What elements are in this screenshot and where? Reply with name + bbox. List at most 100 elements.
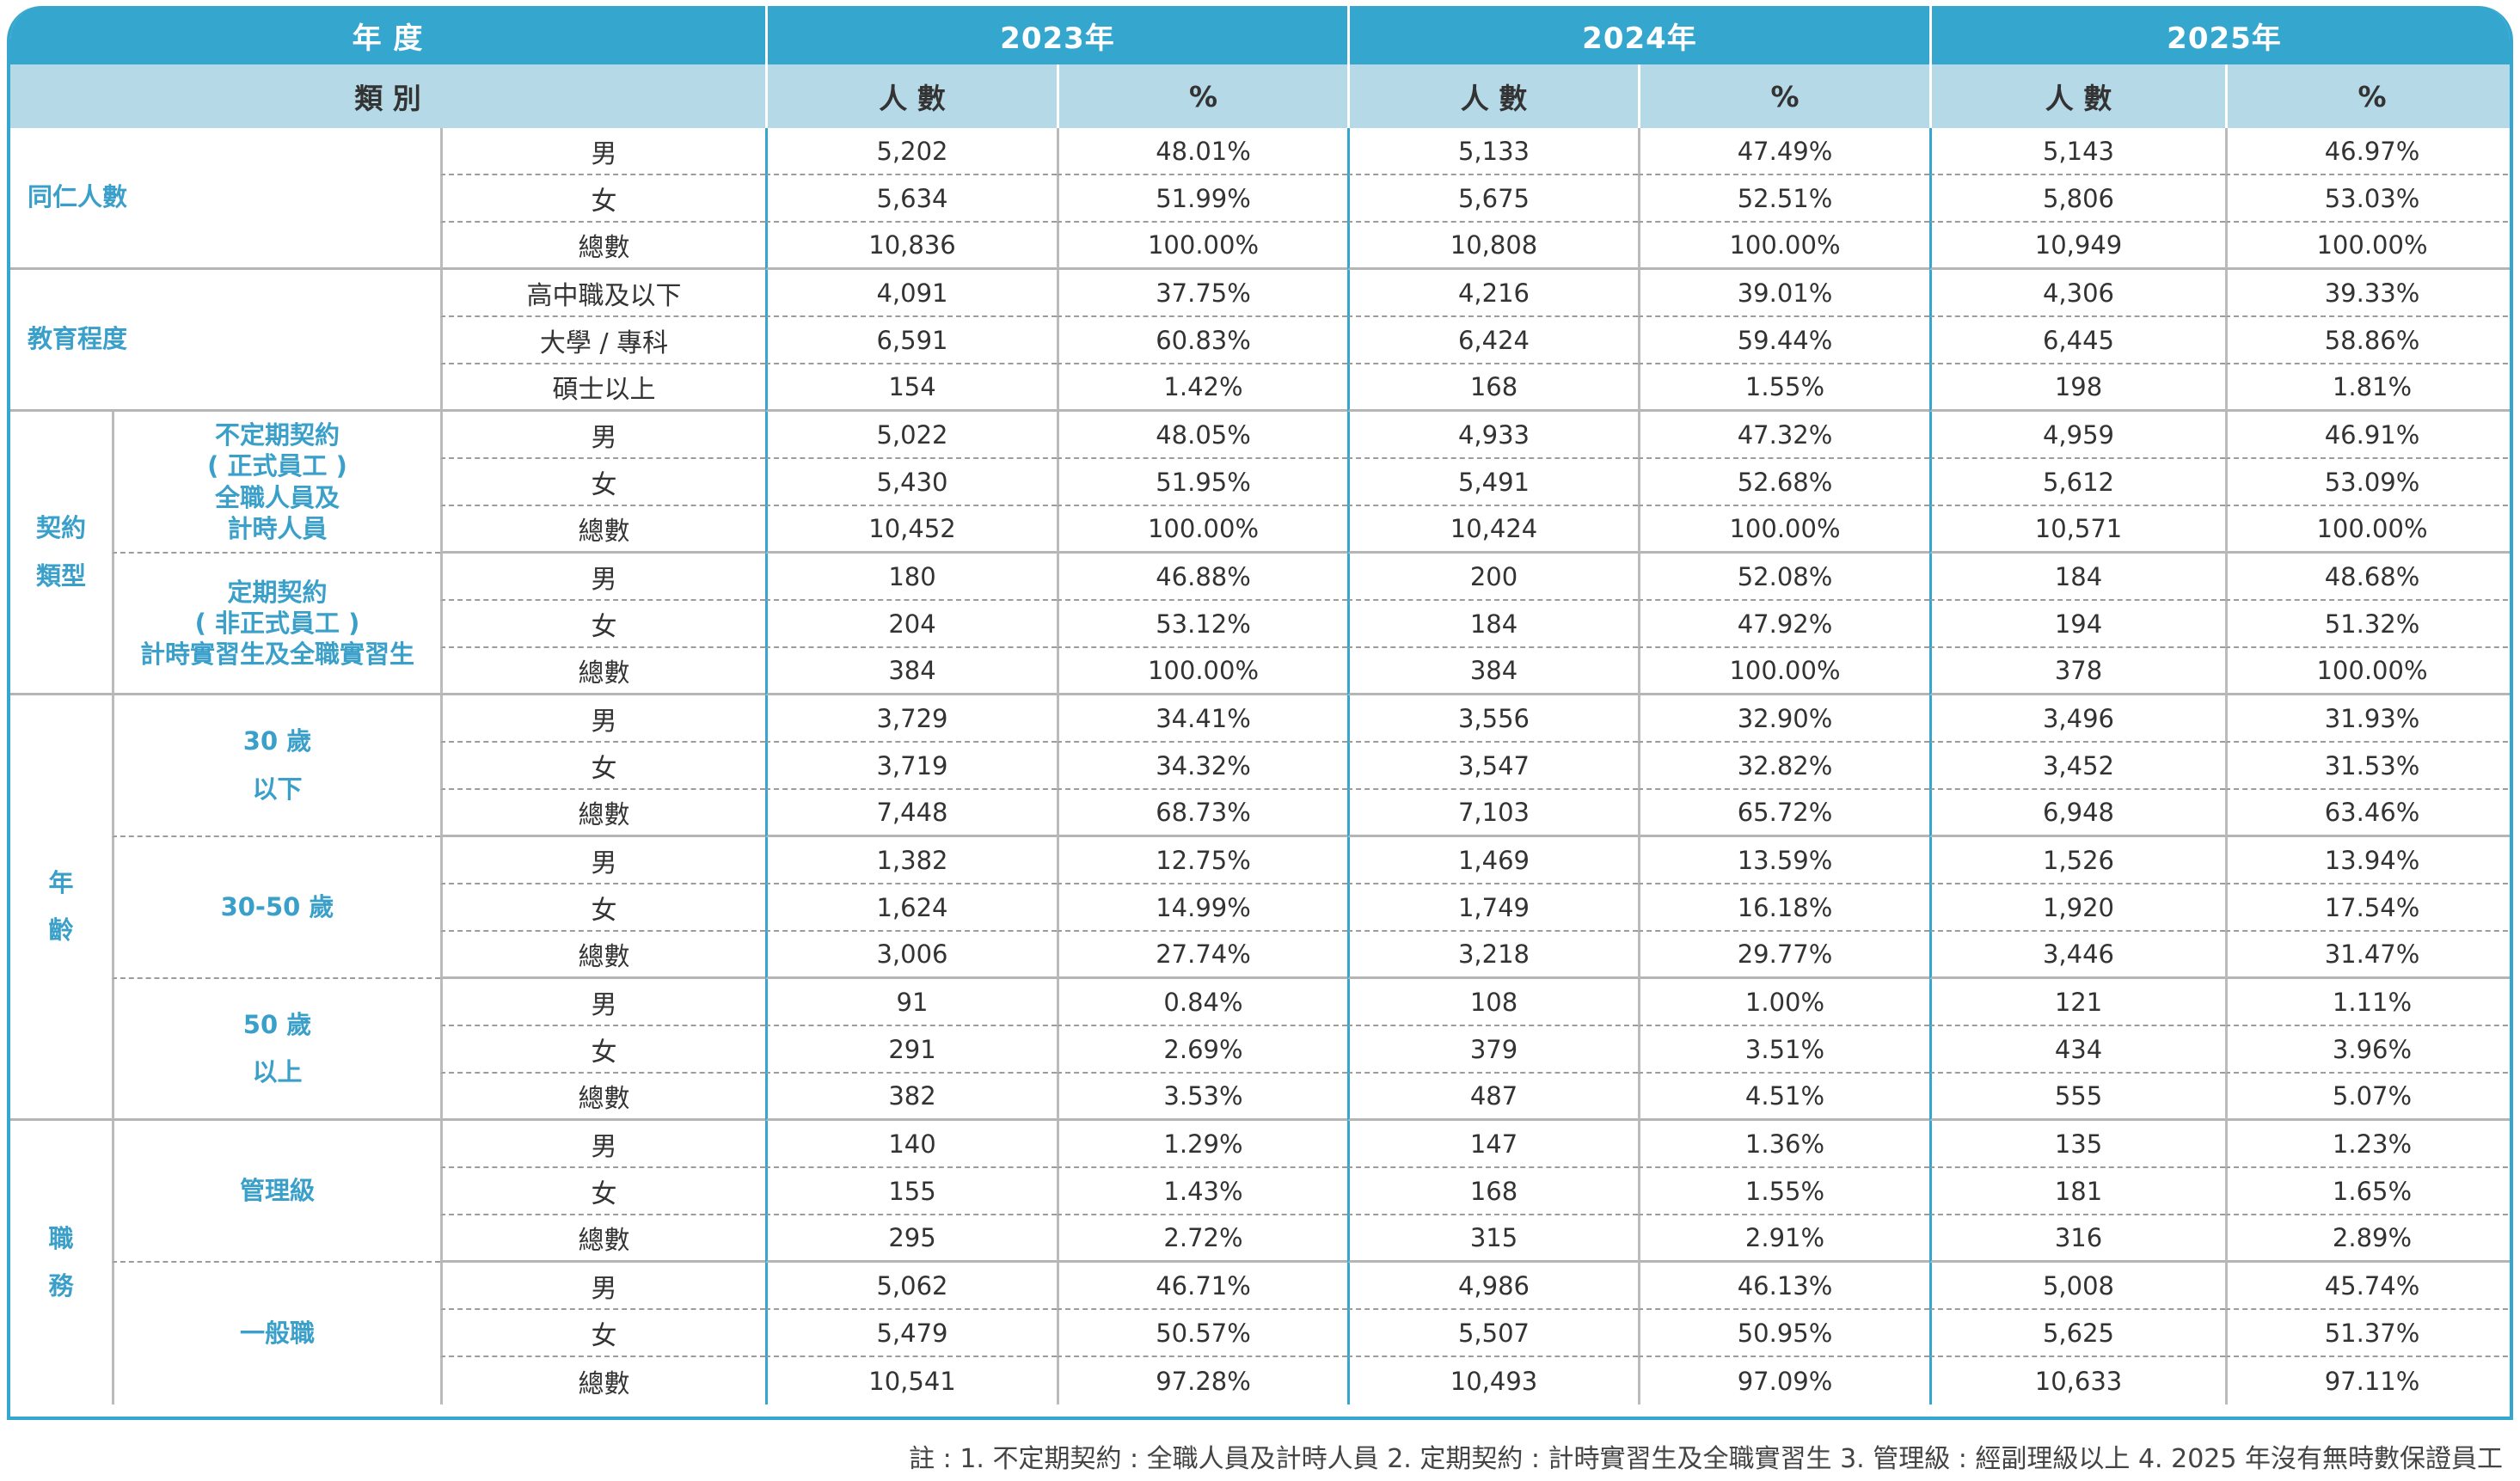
pct-cell: 1.29% bbox=[1057, 1121, 1347, 1168]
pct-cell: 27.74% bbox=[1057, 932, 1347, 979]
count-cell: 5,479 bbox=[765, 1310, 1057, 1357]
count-cell: 4,091 bbox=[765, 270, 1057, 317]
label-line: 年 bbox=[48, 867, 74, 897]
pct-cell: 59.44% bbox=[1638, 317, 1929, 364]
label-line: 類型 bbox=[35, 560, 86, 591]
label-line: ( 非正式員工 ) bbox=[194, 608, 360, 638]
row-label: 女 bbox=[440, 601, 765, 648]
count-cell: 5,634 bbox=[765, 175, 1057, 223]
label-line: 全職人員及 bbox=[214, 482, 340, 512]
count-cell: 5,612 bbox=[1929, 459, 2225, 506]
row-label: 總數 bbox=[440, 790, 765, 837]
count-cell: 10,633 bbox=[1929, 1357, 2225, 1405]
count-cell: 3,719 bbox=[765, 743, 1057, 790]
pct-cell: 48.05% bbox=[1057, 412, 1347, 459]
count-cell: 384 bbox=[1347, 648, 1638, 695]
row-label: 男 bbox=[440, 1263, 765, 1310]
count-cell: 5,675 bbox=[1347, 175, 1638, 223]
count-cell: 181 bbox=[1929, 1168, 2225, 1215]
label-line: 務 bbox=[48, 1271, 74, 1300]
count-cell: 6,445 bbox=[1929, 317, 2225, 364]
count-cell: 10,808 bbox=[1347, 223, 1638, 270]
pct-cell: 4.51% bbox=[1638, 1074, 1929, 1121]
pct-cell: 2.89% bbox=[2225, 1215, 2510, 1263]
row-label: 男 bbox=[440, 695, 765, 743]
pct-cell: 46.71% bbox=[1057, 1263, 1347, 1310]
pct-cell: 13.59% bbox=[1638, 837, 1929, 884]
position-mgmt-label: 管理級 bbox=[112, 1121, 440, 1263]
label-line: 契約 bbox=[35, 513, 86, 543]
label-line: 計時實習生及全職實習生 bbox=[139, 640, 414, 670]
row-label: 女 bbox=[440, 1310, 765, 1357]
count-cell: 3,729 bbox=[765, 695, 1057, 743]
pct-cell: 46.97% bbox=[2225, 128, 2510, 175]
label-line: 不定期契約 bbox=[214, 420, 340, 450]
count-cell: 6,424 bbox=[1347, 317, 1638, 364]
pct-cell: 47.92% bbox=[1638, 601, 1929, 648]
count-cell: 200 bbox=[1347, 554, 1638, 601]
count-cell: 7,448 bbox=[765, 790, 1057, 837]
count-cell: 5,806 bbox=[1929, 175, 2225, 223]
row-label: 總數 bbox=[440, 932, 765, 979]
count-cell: 4,959 bbox=[1929, 412, 2225, 459]
count-cell: 3,556 bbox=[1347, 695, 1638, 743]
row-label: 女 bbox=[440, 743, 765, 790]
pct-cell: 53.03% bbox=[2225, 175, 2510, 223]
pct-cell: 1.42% bbox=[1057, 364, 1347, 412]
table-grid: 年 度 2023年 2024年 2025年 類 別 人 數 % 人 數 % 人 … bbox=[10, 6, 2510, 1417]
pct-cell: 34.32% bbox=[1057, 743, 1347, 790]
pct-cell: 100.00% bbox=[1057, 648, 1347, 695]
pct-cell: 16.18% bbox=[1638, 884, 1929, 932]
count-cell: 4,933 bbox=[1347, 412, 1638, 459]
count-cell: 140 bbox=[765, 1121, 1057, 1168]
row-label: 高中職及以下 bbox=[440, 270, 765, 317]
row-label: 男 bbox=[440, 979, 765, 1026]
count-cell: 4,986 bbox=[1347, 1263, 1638, 1310]
row-label: 總數 bbox=[440, 1074, 765, 1121]
label-line: 30-50 歲 bbox=[220, 891, 334, 921]
count-cell: 135 bbox=[1929, 1121, 2225, 1168]
count-cell: 168 bbox=[1347, 1168, 1638, 1215]
count-cell: 5,133 bbox=[1347, 128, 1638, 175]
label-line: 一般職 bbox=[239, 1318, 315, 1348]
count-cell: 3,446 bbox=[1929, 932, 2225, 979]
count-cell: 198 bbox=[1929, 364, 2225, 412]
row-label: 大學 / 專科 bbox=[440, 317, 765, 364]
count-cell: 91 bbox=[765, 979, 1057, 1026]
pct-cell: 51.99% bbox=[1057, 175, 1347, 223]
count-cell: 555 bbox=[1929, 1074, 2225, 1121]
row-label: 女 bbox=[440, 175, 765, 223]
label-line: 齡 bbox=[48, 915, 74, 945]
count-cell: 3,496 bbox=[1929, 695, 2225, 743]
contract-fixed-label: 定期契約( 非正式員工 ) 計時實習生及全職實習生 bbox=[112, 554, 440, 695]
count-cell: 5,008 bbox=[1929, 1263, 2225, 1310]
count-cell: 121 bbox=[1929, 979, 2225, 1026]
count-cell: 434 bbox=[1929, 1026, 2225, 1074]
count-cell: 291 bbox=[765, 1026, 1057, 1074]
count-cell: 1,920 bbox=[1929, 884, 2225, 932]
count-cell: 5,625 bbox=[1929, 1310, 2225, 1357]
pct-cell: 45.74% bbox=[2225, 1263, 2510, 1310]
workforce-table: 年 度 2023年 2024年 2025年 類 別 人 數 % 人 數 % 人 … bbox=[7, 6, 2513, 1420]
pct-cell: 46.13% bbox=[1638, 1263, 1929, 1310]
count-cell: 4,306 bbox=[1929, 270, 2225, 317]
row-label: 總數 bbox=[440, 648, 765, 695]
age-over50-label: 50 歲以上 bbox=[112, 979, 440, 1121]
count-cell: 5,430 bbox=[765, 459, 1057, 506]
pct-cell: 65.72% bbox=[1638, 790, 1929, 837]
row-label: 男 bbox=[440, 1121, 765, 1168]
pct-cell: 63.46% bbox=[2225, 790, 2510, 837]
count-cell: 1,749 bbox=[1347, 884, 1638, 932]
count-cell: 155 bbox=[765, 1168, 1057, 1215]
count-cell: 5,491 bbox=[1347, 459, 1638, 506]
year-2024-header: 2024年 bbox=[1347, 6, 1929, 64]
row-label: 總數 bbox=[440, 506, 765, 554]
pct-cell: 39.01% bbox=[1638, 270, 1929, 317]
section-contract-label: 契約 類型 bbox=[10, 412, 112, 695]
pct-cell: 31.93% bbox=[2225, 695, 2510, 743]
pct-cell: 100.00% bbox=[1638, 648, 1929, 695]
pct-cell: 100.00% bbox=[1638, 223, 1929, 270]
pct-cell: 1.55% bbox=[1638, 364, 1929, 412]
pct-header-2025: % bbox=[2225, 64, 2510, 128]
count-cell: 1,624 bbox=[765, 884, 1057, 932]
